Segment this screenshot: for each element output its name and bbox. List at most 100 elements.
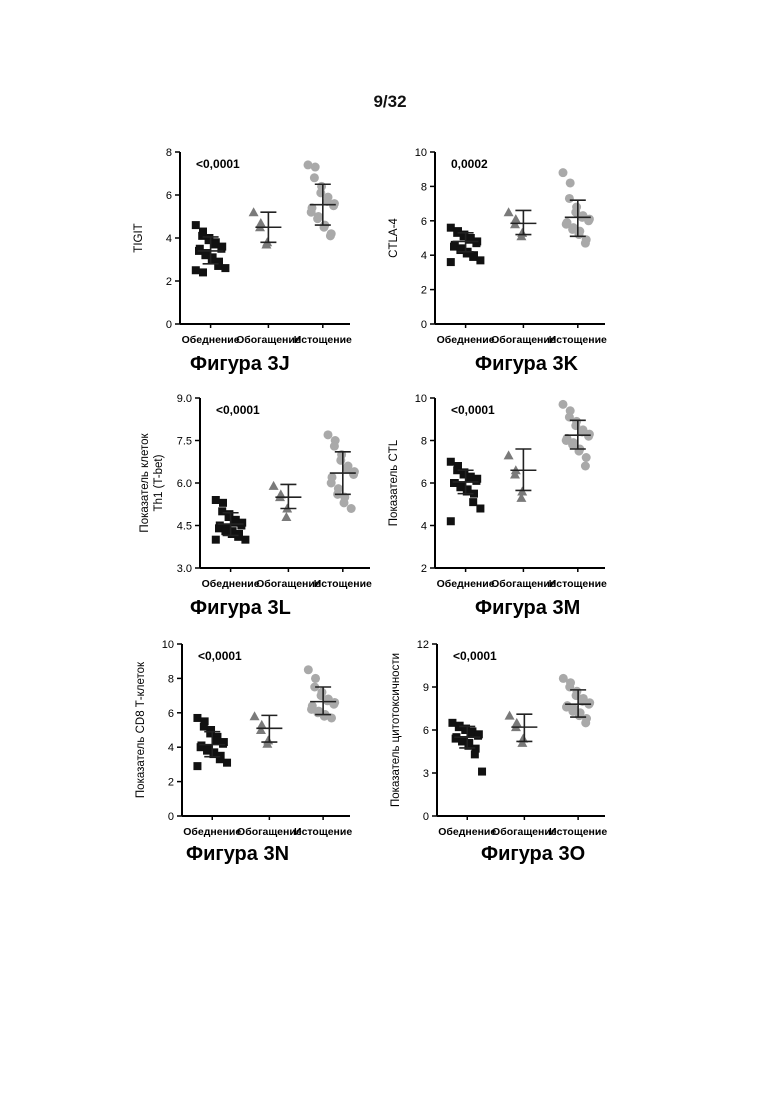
y-tick-label: 9.0 — [177, 393, 192, 405]
data-point-circle — [313, 214, 322, 223]
x-category-label: Обогащение — [237, 826, 302, 838]
y-axis-label: Th1 (T-bet) — [153, 454, 165, 511]
y-tick-label: 3 — [423, 768, 429, 780]
y-tick-label: 0 — [421, 319, 427, 331]
x-category-label: Истощение — [294, 826, 352, 838]
data-point-triangle — [250, 711, 260, 720]
p-value-label: <0,0001 — [198, 649, 242, 663]
x-category-label: Истощение — [549, 826, 607, 838]
data-point-square — [193, 714, 201, 722]
y-tick-label: 12 — [417, 639, 429, 651]
y-tick-label: 8 — [168, 673, 174, 685]
y-axis-label: Показатель CD8 Т-клеток — [135, 661, 147, 798]
y-tick-label: 2 — [168, 777, 174, 789]
y-axis-label: CTLA-4 — [388, 218, 400, 258]
x-category-label: Обогащение — [256, 578, 321, 590]
y-tick-label: 6 — [166, 190, 172, 202]
data-point-square — [472, 239, 480, 247]
p-value-label: 0,0002 — [451, 157, 488, 171]
data-point-circle — [582, 453, 591, 462]
data-point-square — [223, 759, 231, 767]
y-axis-label: Показатель цитотоксичности — [390, 653, 402, 807]
data-point-square — [192, 221, 200, 229]
data-point-square — [219, 499, 227, 507]
y-tick-label: 3.0 — [177, 563, 192, 575]
y-tick-label: 6 — [423, 725, 429, 737]
x-category-label: Истощение — [549, 334, 607, 346]
y-tick-label: 4.5 — [177, 521, 192, 533]
data-point-square — [472, 477, 480, 485]
data-point-circle — [349, 470, 358, 479]
chart-panel-3k: 0246810ОбеднениеОбогащениеИстощение0,000… — [375, 140, 665, 380]
p-value-label: <0,0001 — [451, 403, 495, 417]
x-category-label: Истощение — [314, 578, 372, 590]
data-point-circle — [310, 173, 319, 182]
y-tick-label: 4 — [166, 233, 172, 245]
x-category-label: Обеднение — [437, 334, 495, 346]
figure-label: Фигура 3O — [481, 843, 585, 865]
y-axis-label: Показатель клеток — [139, 432, 151, 532]
data-point-triangle — [504, 450, 514, 459]
y-tick-label: 2 — [166, 276, 172, 288]
data-point-circle — [565, 194, 574, 203]
data-point-triangle — [504, 207, 514, 216]
y-axis-label: TIGIT — [133, 223, 145, 252]
data-point-circle — [326, 231, 335, 240]
x-category-label: Обеднение — [182, 334, 240, 346]
y-tick-label: 9 — [423, 682, 429, 694]
data-point-square — [219, 740, 227, 748]
data-point-square — [447, 258, 455, 266]
y-tick-label: 10 — [415, 147, 427, 159]
page-number: 9/32 — [0, 92, 780, 112]
data-point-square — [476, 256, 484, 264]
figure-label: Фигура 3M — [475, 597, 580, 619]
y-tick-label: 2 — [421, 285, 427, 297]
data-point-square — [471, 750, 479, 758]
data-point-square — [447, 458, 455, 466]
data-point-square — [200, 723, 208, 731]
data-point-square — [234, 533, 242, 541]
chart-panel-3o: 036912ОбеднениеОбогащениеИстощение<0,000… — [375, 632, 665, 872]
figure-label: Фигура 3N — [186, 843, 289, 865]
x-category-label: Обогащение — [491, 334, 556, 346]
y-tick-label: 6 — [421, 216, 427, 228]
chart-panel-3m: 246810ОбеднениеОбогащениеИстощение<0,000… — [375, 388, 665, 628]
y-tick-label: 0 — [166, 319, 172, 331]
y-tick-label: 6 — [168, 708, 174, 720]
y-tick-label: 6 — [421, 478, 427, 490]
figure-label: Фигура 3L — [190, 597, 291, 619]
y-tick-label: 10 — [162, 639, 174, 651]
data-point-circle — [347, 504, 356, 513]
y-tick-label: 10 — [415, 393, 427, 405]
x-category-label: Обеднение — [202, 578, 260, 590]
data-point-square — [192, 266, 200, 274]
data-point-circle — [575, 230, 584, 239]
y-tick-label: 6.0 — [177, 478, 192, 490]
y-tick-label: 4 — [421, 521, 427, 533]
data-point-circle — [584, 432, 593, 441]
p-value-label: <0,0001 — [453, 649, 497, 663]
data-point-circle — [327, 479, 336, 488]
data-point-circle — [575, 447, 584, 456]
data-point-square — [474, 732, 482, 740]
y-tick-label: 0 — [423, 811, 429, 823]
data-point-square — [476, 505, 484, 513]
figure-label: Фигура 3J — [190, 353, 290, 375]
data-point-square — [478, 768, 486, 776]
data-point-circle — [581, 239, 590, 248]
data-point-square — [193, 762, 201, 770]
data-point-circle — [330, 442, 339, 451]
x-category-label: Обеднение — [437, 578, 495, 590]
p-value-label: <0,0001 — [196, 157, 240, 171]
chart-panel-3l: 3.04.56.07.59.0ОбеднениеОбогащениеИстоще… — [120, 388, 410, 628]
x-category-label: Обеднение — [183, 826, 241, 838]
chart-panel-3j: 02468ОбеднениеОбогащениеИстощение<0,0001… — [120, 140, 410, 380]
data-point-square — [212, 496, 220, 504]
data-point-triangle — [269, 481, 279, 490]
data-point-circle — [311, 163, 320, 172]
y-tick-label: 4 — [168, 742, 174, 754]
data-point-circle — [559, 400, 568, 409]
x-category-label: Истощение — [549, 578, 607, 590]
y-tick-label: 8 — [166, 147, 172, 159]
data-point-square — [237, 522, 245, 530]
